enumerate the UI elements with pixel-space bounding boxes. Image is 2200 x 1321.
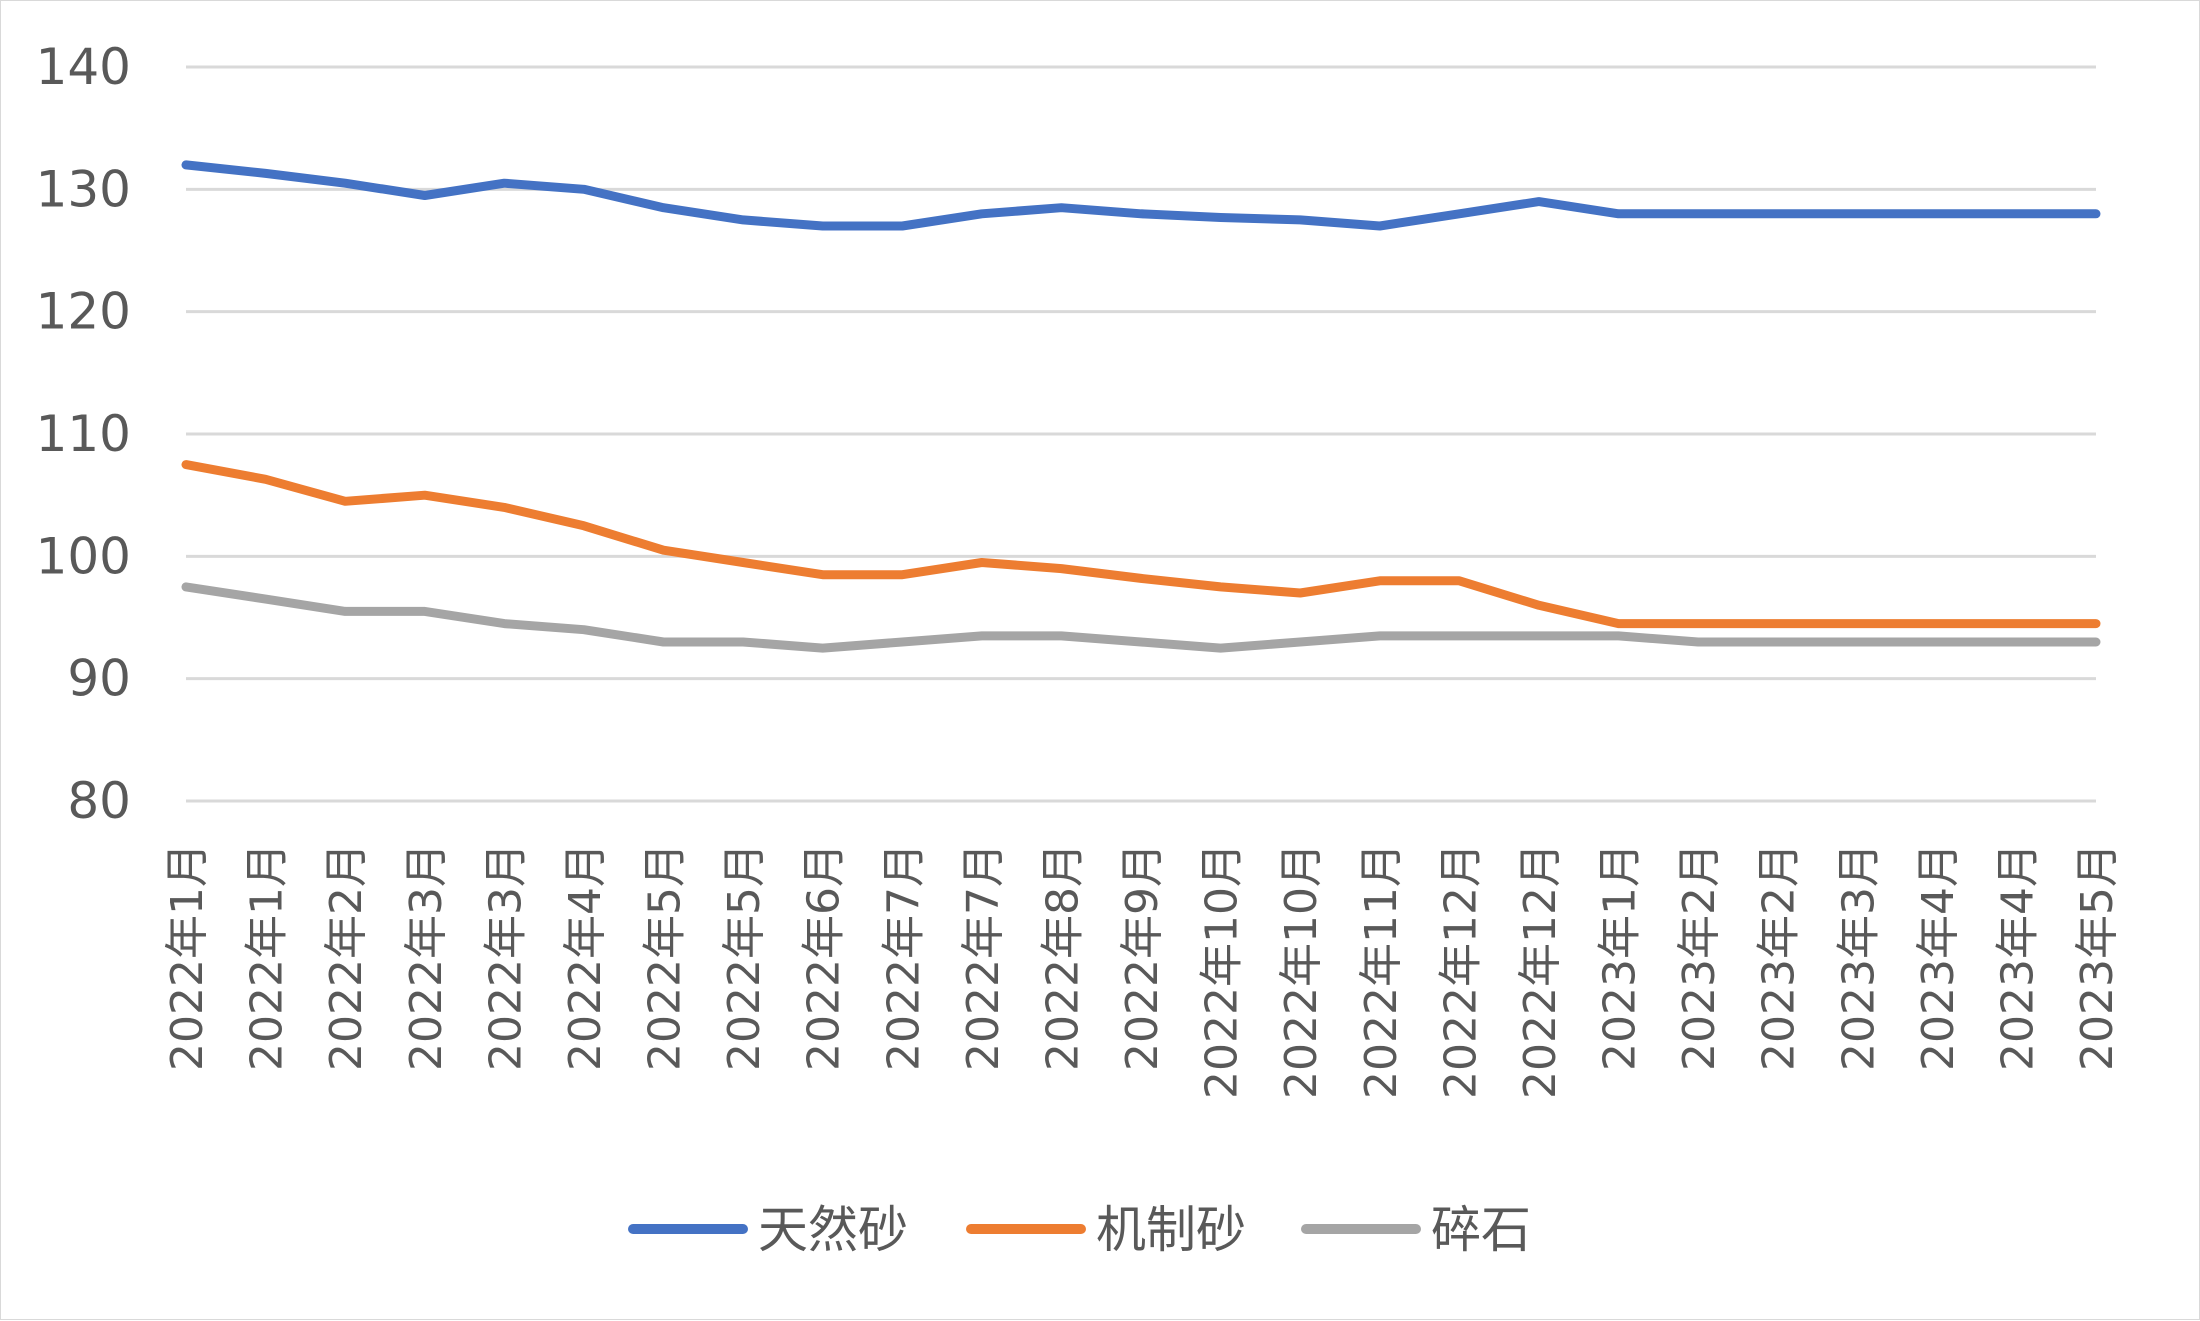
x-tick-label: 2022年1月 [162, 843, 213, 1071]
series-line-2 [181, 460, 2101, 629]
x-tick-label: 2023年4月 [1913, 843, 1964, 1071]
x-tick-label: 2022年4月 [560, 843, 611, 1071]
x-tick-label: 2022年7月 [958, 843, 1009, 1071]
x-tick-label: 2022年3月 [480, 843, 531, 1071]
legend-label: 碎石 [1431, 1201, 1531, 1259]
legend: 天然砂 机制砂 碎石 [628, 1201, 1531, 1259]
y-axis: 80 90 100 110 120 130 140 [36, 38, 131, 830]
x-axis: 2022年1月 2022年1月 2022年2月 2022年3月 2022年3月 2022年… [162, 843, 2123, 1099]
x-tick-label: 2022年5月 [719, 843, 770, 1071]
x-tick-label: 2022年3月 [401, 843, 452, 1071]
x-tick-label: 2022年8月 [1037, 843, 1088, 1071]
x-tick-label: 2023年1月 [1595, 843, 1646, 1071]
x-tick-label: 2022年5月 [640, 843, 691, 1071]
legend-label: 天然砂 [758, 1201, 908, 1259]
series-lines [181, 160, 2101, 653]
x-tick-label: 2023年2月 [1754, 843, 1805, 1071]
y-tick-label: 120 [36, 283, 131, 341]
y-tick-label: 110 [36, 405, 131, 463]
x-tick-label: 2023年4月 [1992, 843, 2043, 1071]
x-tick-label: 2022年10月 [1276, 843, 1327, 1099]
gridlines [186, 65, 2096, 803]
x-tick-label: 2022年7月 [878, 843, 929, 1071]
x-tick-label: 2022年6月 [799, 843, 850, 1071]
x-tick-label: 2022年12月 [1515, 843, 1566, 1099]
series-line-3 [181, 582, 2101, 653]
y-tick-label: 80 [67, 772, 131, 830]
x-tick-label: 2023年3月 [1833, 843, 1884, 1071]
x-tick-label: 2022年12月 [1435, 843, 1486, 1099]
y-tick-label: 140 [36, 38, 131, 96]
y-tick-label: 130 [36, 160, 131, 218]
x-tick-label: 2023年5月 [2072, 843, 2123, 1071]
legend-label: 机制砂 [1096, 1201, 1246, 1259]
series-line-1 [181, 160, 2101, 231]
x-tick-label: 2022年9月 [1117, 843, 1168, 1071]
y-tick-label: 100 [36, 527, 131, 585]
x-tick-label: 2023年2月 [1674, 843, 1725, 1071]
y-tick-label: 90 [67, 650, 131, 708]
x-tick-label: 2022年10月 [1197, 843, 1248, 1099]
x-tick-label: 2022年2月 [321, 843, 372, 1071]
x-tick-label: 2022年11月 [1356, 843, 1407, 1099]
x-tick-label: 2022年1月 [242, 843, 293, 1071]
